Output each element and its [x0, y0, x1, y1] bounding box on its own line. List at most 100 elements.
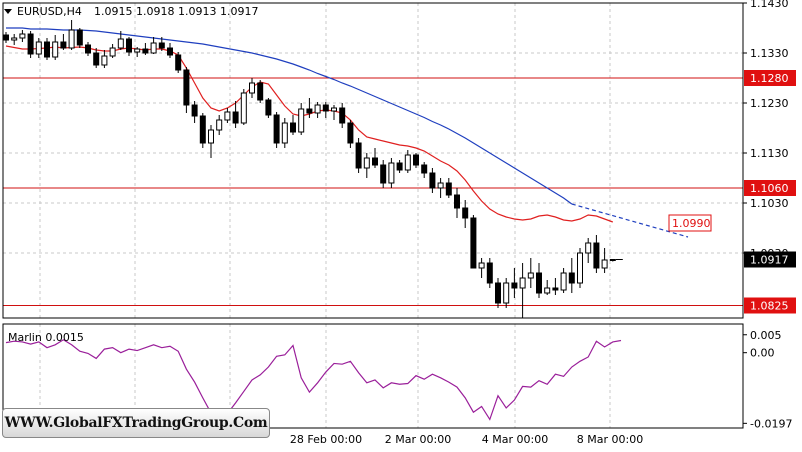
candle	[396, 160, 403, 173]
candle	[208, 125, 214, 158]
level-label: 1.1060	[750, 182, 789, 195]
candle	[445, 178, 452, 198]
candle-body	[117, 38, 124, 49]
candle	[322, 102, 329, 118]
candle-body	[462, 207, 469, 219]
horizontal-levels: 1.1280 1.1060 1.0825	[3, 70, 796, 314]
candle	[19, 30, 26, 42]
candle-body	[290, 122, 296, 133]
candle-body	[35, 41, 42, 55]
candle-body	[331, 107, 337, 112]
candle	[52, 35, 59, 60]
candle	[167, 43, 173, 58]
candle-body	[536, 272, 542, 294]
level-label: 1.1280	[750, 72, 789, 85]
candle-body	[191, 104, 198, 117]
candle	[462, 200, 469, 228]
candle-body	[380, 164, 387, 184]
candle	[298, 103, 305, 135]
candle	[257, 80, 264, 103]
candle-body	[109, 47, 116, 57]
candlesticks	[3, 20, 623, 318]
candle-body	[306, 108, 313, 114]
candle-body	[232, 111, 239, 124]
candle	[355, 138, 362, 173]
candle-body	[511, 282, 518, 289]
time-tick-label: 28 Feb 00:00	[290, 433, 362, 446]
candle-body	[134, 48, 141, 53]
candle	[60, 34, 67, 50]
candle-body	[265, 99, 272, 116]
candle-body	[486, 262, 493, 284]
symbol-label: EURUSD,H4	[17, 5, 82, 18]
candle-body	[568, 272, 575, 284]
candle-body	[355, 142, 362, 169]
candle	[429, 168, 436, 193]
indicator-panel-frame	[2, 323, 744, 429]
candle	[101, 50, 108, 68]
indicator-tick-label: -0.0197	[750, 417, 792, 430]
candle	[503, 278, 510, 308]
chart-labels: EURUSD,H4 1.0915 1.0918 1.0913 1.0917 Ma…	[4, 5, 796, 344]
candle	[76, 28, 83, 48]
candle-body	[93, 52, 100, 66]
candle	[495, 278, 501, 308]
candle	[240, 89, 247, 125]
candle	[486, 258, 493, 288]
candle-body	[372, 157, 378, 166]
candle-body	[478, 262, 485, 269]
candle	[552, 278, 559, 295]
candle-body	[413, 154, 419, 166]
candle	[183, 67, 190, 113]
price-tick-label: 1.1130	[750, 147, 789, 160]
candle	[224, 108, 231, 123]
candle	[437, 178, 444, 198]
candle	[527, 258, 534, 288]
candle-body	[60, 41, 67, 49]
candle-body	[577, 252, 583, 284]
candle-body	[601, 259, 608, 269]
level-tag	[744, 180, 796, 196]
time-tick-label: 8 Mar 00:00	[577, 433, 643, 446]
candle-body	[445, 182, 452, 196]
candle-body	[314, 104, 321, 114]
candle	[126, 37, 132, 56]
candle	[249, 78, 255, 98]
candle-body	[101, 55, 108, 66]
candle-body	[224, 111, 231, 121]
candle-body	[585, 242, 592, 254]
candle-body	[421, 164, 428, 174]
candle-body	[158, 42, 165, 49]
candle	[388, 158, 395, 188]
candle-body	[150, 42, 157, 54]
candle-body	[470, 217, 477, 269]
candle-body	[519, 277, 526, 289]
price-tick-label: 1.1230	[750, 97, 789, 110]
candle-body	[560, 272, 567, 291]
candle	[544, 280, 551, 295]
candle-body	[216, 119, 223, 131]
candle-body	[298, 108, 305, 133]
candle	[421, 162, 428, 178]
candle-body	[273, 114, 280, 144]
collapse-triangle-icon[interactable]	[4, 9, 12, 14]
indicator-label: Marlin 0.0015	[8, 331, 84, 344]
candle	[314, 102, 321, 118]
candle	[577, 248, 583, 288]
candle	[511, 268, 518, 298]
candle-body	[85, 44, 91, 54]
target-box	[668, 214, 712, 232]
target-label: 1.0990	[672, 217, 711, 230]
candle-body	[609, 259, 616, 261]
candle	[339, 103, 346, 128]
candle	[363, 153, 370, 178]
candle	[265, 98, 272, 118]
time-tick-label: 4 Mar 00:00	[482, 433, 548, 446]
candle	[454, 188, 460, 218]
moving-averages	[5, 27, 689, 238]
candle	[11, 34, 18, 45]
level-tag	[744, 297, 796, 314]
level-label: 1.0825	[750, 300, 789, 313]
candle-body	[347, 122, 354, 144]
